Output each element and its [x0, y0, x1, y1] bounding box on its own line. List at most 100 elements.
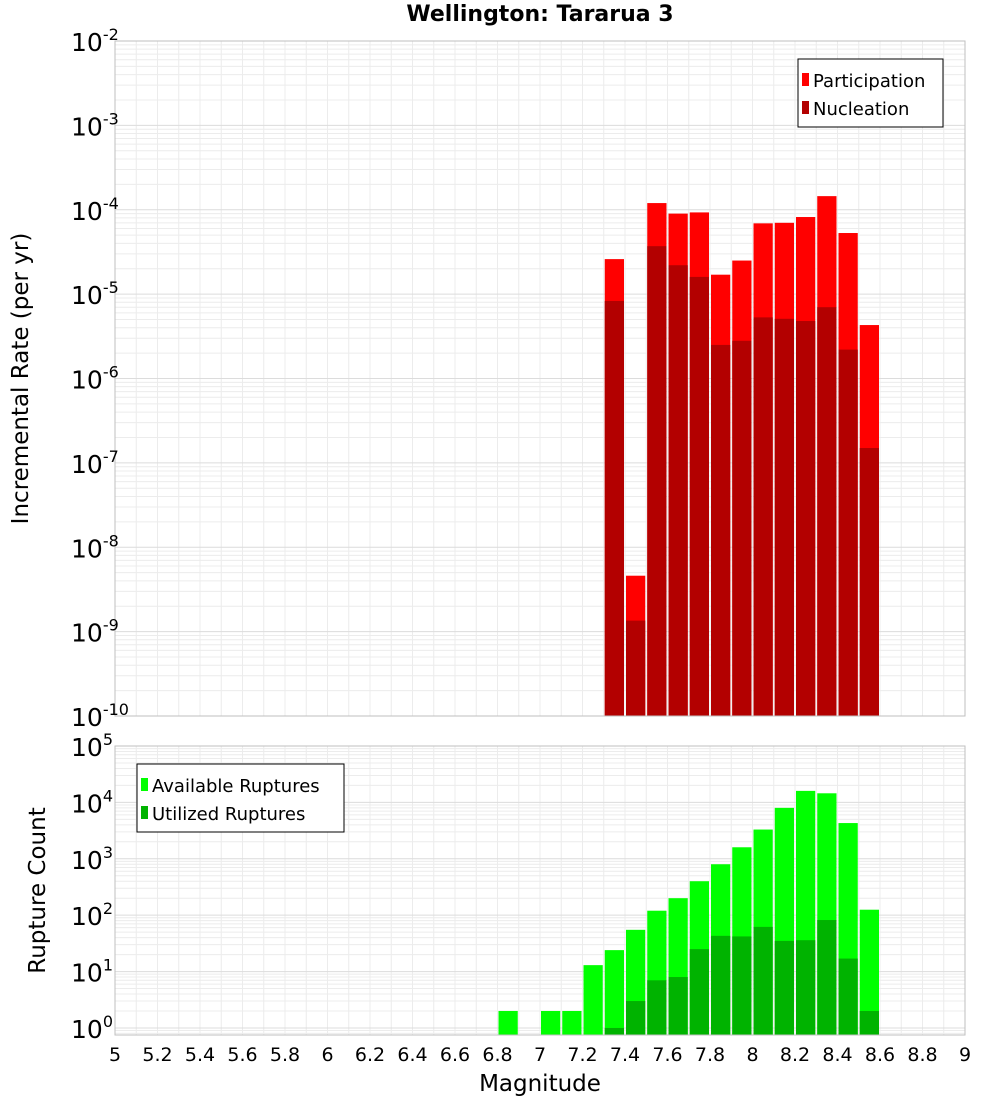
nucleation-bar: [838, 349, 858, 716]
utilized-ruptures-bar: [668, 977, 688, 1035]
y-tick-base: 10: [71, 197, 103, 226]
nucleation-bar: [647, 246, 667, 716]
y-tick-exponent: 3: [103, 843, 113, 862]
nucleation-bar: [817, 307, 837, 716]
y-tick-base: 10: [71, 902, 103, 931]
y-axis-title: Rupture Count: [25, 807, 51, 973]
utilized-ruptures-bar: [732, 936, 752, 1035]
y-tick-exponent: -9: [103, 616, 119, 635]
y-tick-label: 10-5: [71, 278, 119, 310]
y-tick-exponent: -4: [103, 194, 119, 213]
utilized-ruptures-bar: [774, 940, 794, 1035]
x-tick-label: 7.6: [652, 1044, 682, 1066]
y-tick-exponent: -3: [103, 109, 119, 128]
y-tick-label: 10-9: [71, 616, 119, 648]
plot-frame: [114, 40, 966, 717]
legend-swatch: [802, 101, 809, 114]
nucleation-bar: [604, 300, 624, 716]
x-tick-label: 5.6: [227, 1044, 257, 1066]
y-tick-base: 10: [71, 281, 103, 310]
x-tick-label: 8.8: [907, 1044, 937, 1066]
utilized-ruptures-bar: [711, 935, 731, 1035]
y-tick-label: 102: [71, 899, 113, 931]
x-tick-label: 8.4: [822, 1044, 852, 1066]
y-tick-exponent: -8: [103, 531, 119, 550]
legend-label: Utilized Ruptures: [152, 804, 305, 825]
utilized-ruptures-bar: [604, 1027, 624, 1035]
available-ruptures-bar: [583, 965, 603, 1035]
y-tick-base: 10: [71, 789, 103, 818]
nucleation-bar: [859, 448, 879, 716]
available-ruptures-bar: [498, 1010, 518, 1035]
utilized-ruptures-bar: [796, 940, 816, 1035]
utilized-ruptures-bar: [859, 1010, 879, 1035]
legend-label: Nucleation: [813, 99, 909, 120]
legend-swatch: [141, 806, 148, 819]
y-tick-exponent: -10: [103, 700, 129, 719]
x-tick-label: 6.4: [397, 1044, 427, 1066]
legend-swatch: [141, 778, 148, 791]
nucleation-bar: [626, 620, 646, 716]
y-tick-label: 100: [71, 1012, 113, 1044]
y-tick-exponent: -6: [103, 363, 119, 382]
y-tick-label: 10-3: [71, 109, 119, 141]
x-tick-label: 6: [321, 1044, 333, 1066]
x-tick-label: 7.8: [695, 1044, 725, 1066]
y-tick-base: 10: [71, 366, 103, 395]
y-tick-base: 10: [71, 733, 103, 762]
legend: Participation Nucleation: [797, 58, 944, 128]
y-tick-exponent: -5: [103, 278, 119, 297]
y-tick-base: 10: [71, 703, 103, 732]
y-tick-label: 10-7: [71, 447, 119, 479]
utilized-ruptures-bar: [647, 980, 667, 1035]
utilized-ruptures-bar: [626, 1001, 646, 1035]
y-tick-base: 10: [71, 959, 103, 988]
x-tick-label: 5.2: [142, 1044, 172, 1066]
x-tick-label: 6.8: [482, 1044, 512, 1066]
nucleation-bar: [796, 321, 816, 716]
utilized-ruptures-bar: [753, 926, 773, 1035]
y-tick-exponent: 4: [103, 786, 113, 805]
y-tick-label: 10-6: [71, 363, 119, 395]
nucleation-bar: [774, 318, 794, 716]
x-tick-label: 8: [746, 1044, 758, 1066]
y-tick-label: 10-10: [71, 700, 129, 732]
y-tick-base: 10: [71, 1015, 103, 1044]
nucleation-bar: [668, 265, 688, 716]
y-tick-exponent: 1: [103, 956, 113, 975]
y-tick-base: 10: [71, 619, 103, 648]
y-tick-base: 10: [71, 846, 103, 875]
x-tick-label: 7: [534, 1044, 546, 1066]
y-tick-label: 10-2: [71, 25, 119, 57]
utilized-ruptures-bar: [838, 958, 858, 1035]
x-axis-title: Magnitude: [479, 1071, 601, 1097]
y-tick-label: 104: [71, 786, 113, 818]
y-tick-label: 10-4: [71, 194, 119, 226]
x-tick-label: 8.6: [865, 1044, 895, 1066]
nucleation-bar: [732, 340, 752, 716]
y-tick-exponent: 5: [103, 730, 113, 749]
y-tick-exponent: -2: [103, 25, 119, 44]
x-tick-label: 7.2: [567, 1044, 597, 1066]
y-tick-label: 101: [71, 956, 113, 988]
plot-frame: [114, 745, 966, 1036]
y-tick-exponent: 2: [103, 899, 113, 918]
y-tick-base: 10: [71, 534, 103, 563]
y-tick-label: 105: [71, 730, 113, 762]
available-ruptures-bar: [562, 1010, 582, 1035]
legend-box: [797, 58, 944, 128]
available-ruptures-bar: [541, 1010, 561, 1035]
y-tick-label: 103: [71, 843, 113, 875]
x-tick-label: 6.6: [440, 1044, 470, 1066]
y-tick-base: 10: [71, 450, 103, 479]
nucleation-bar: [711, 344, 731, 716]
nucleation-bar: [689, 276, 709, 716]
y-tick-exponent: -7: [103, 447, 119, 466]
y-tick-exponent: 0: [103, 1012, 113, 1031]
legend-swatch: [802, 73, 809, 86]
y-axis-title: Incremental Rate (per yr): [8, 233, 34, 525]
legend: Available Ruptures Utilized Ruptures: [136, 763, 345, 833]
